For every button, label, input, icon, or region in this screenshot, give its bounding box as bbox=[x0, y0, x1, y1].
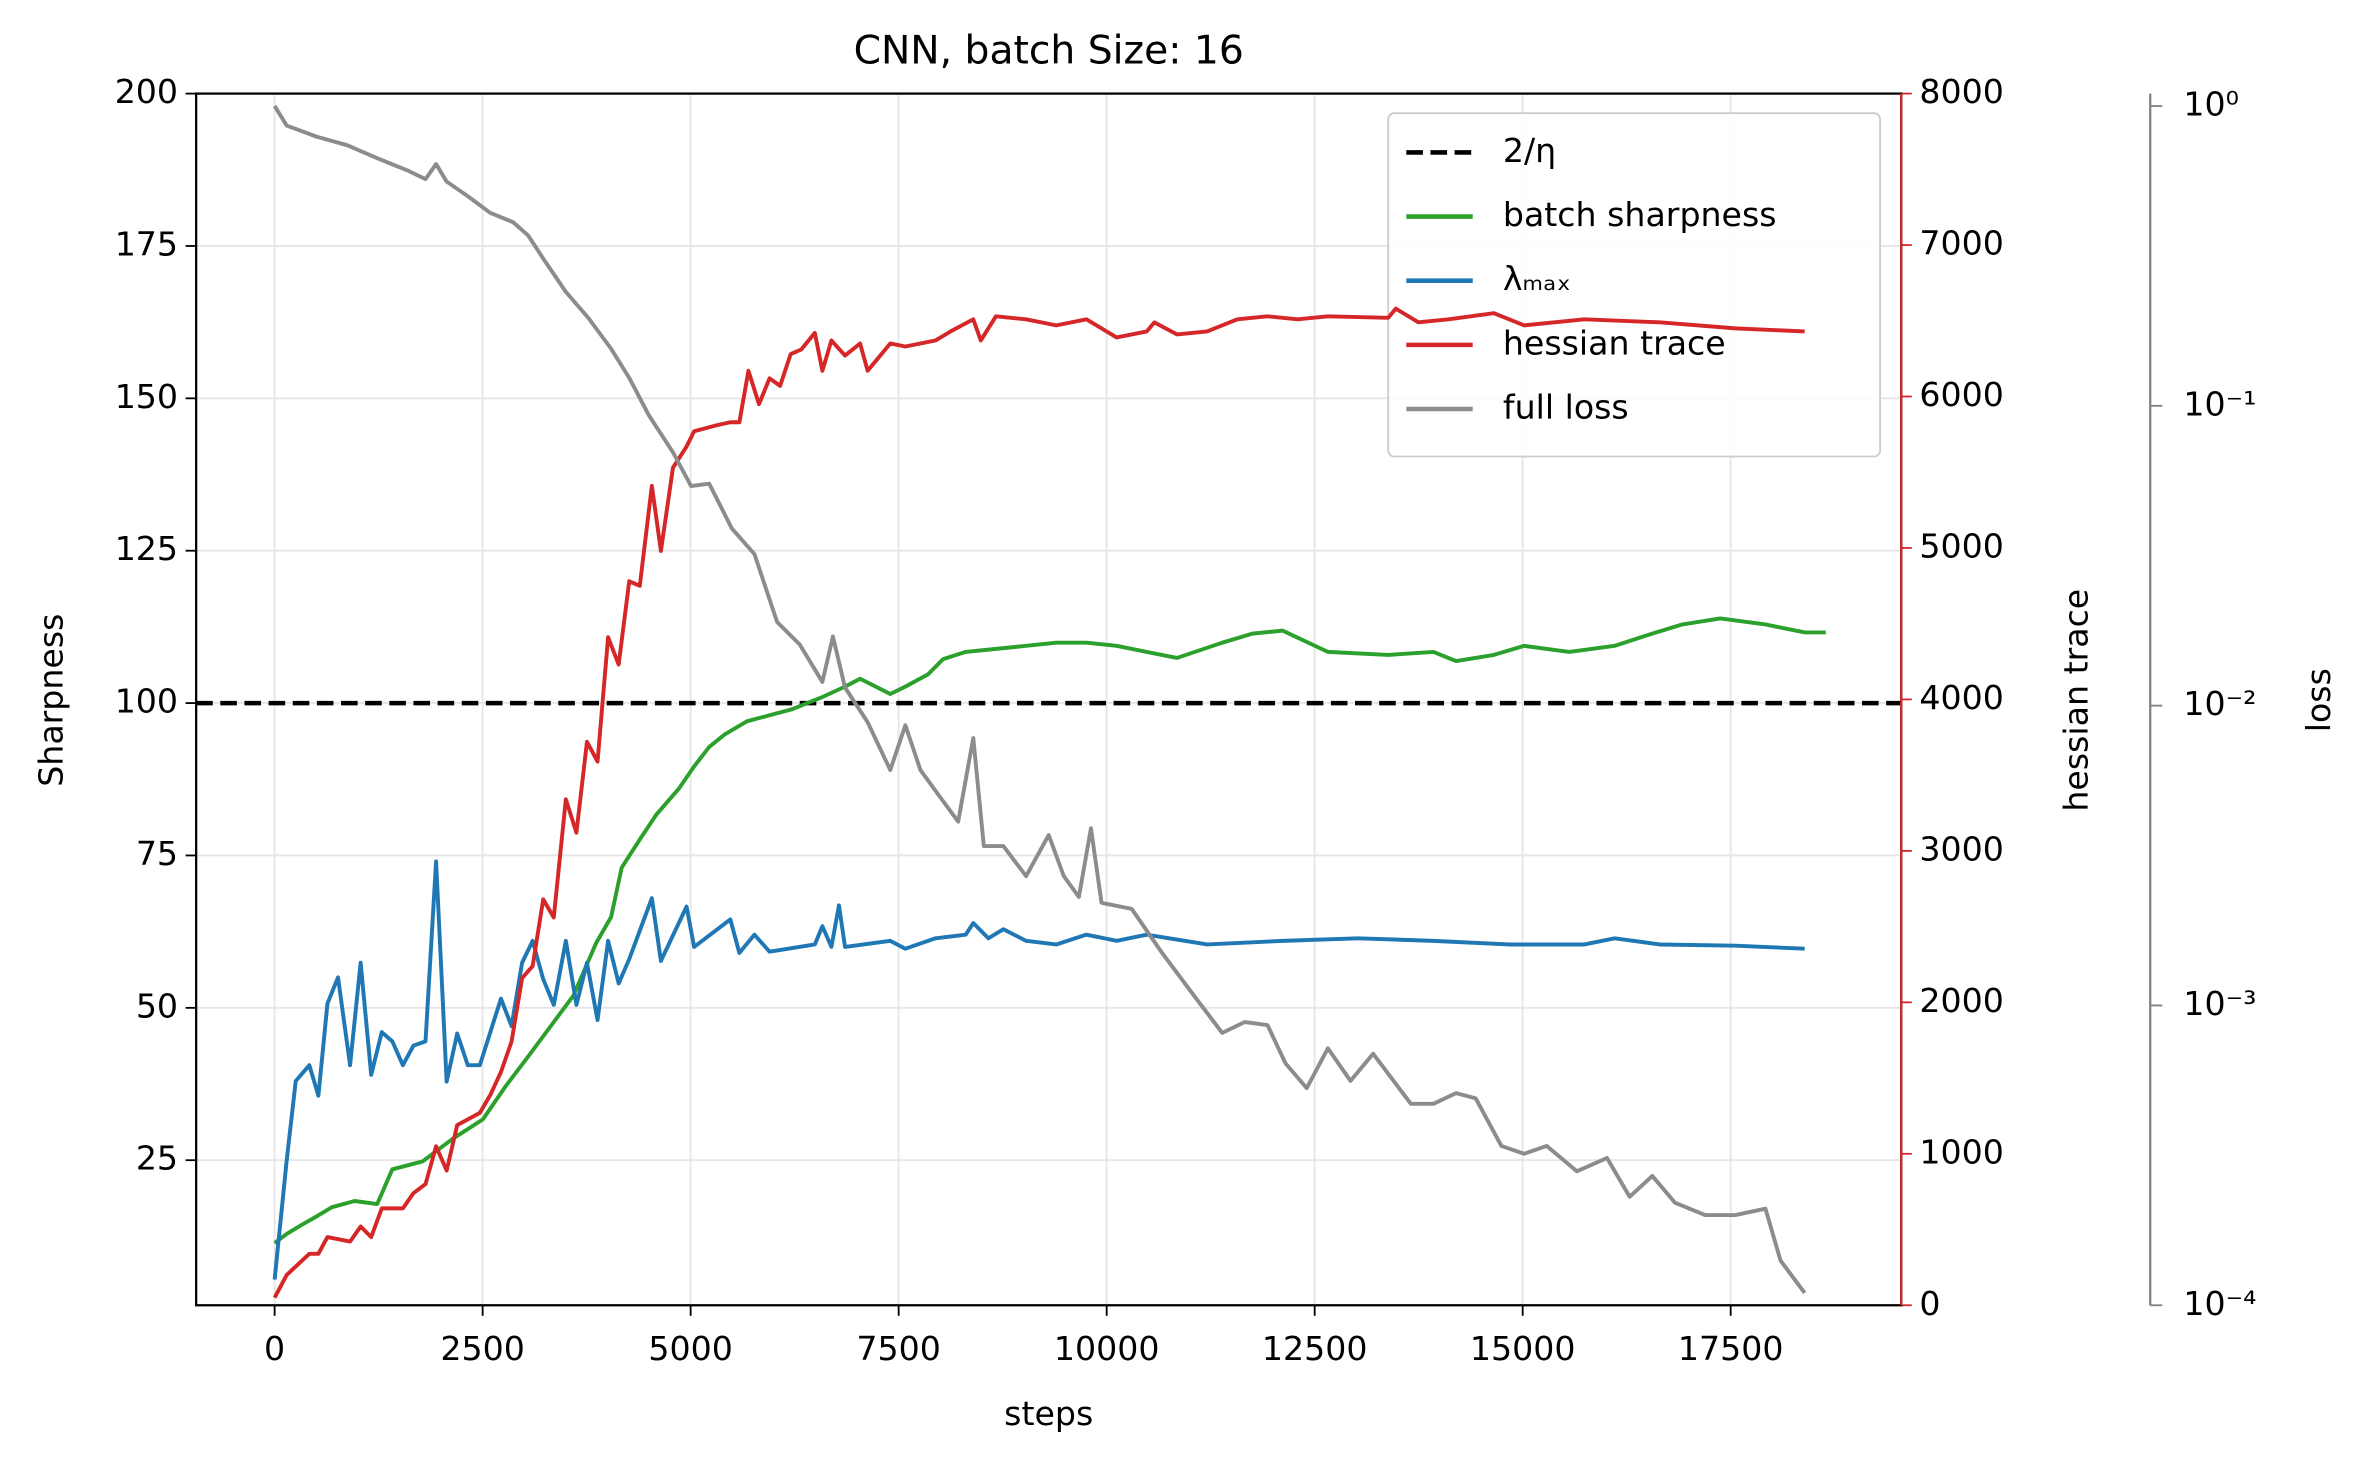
x-tick-label: 12500 bbox=[1262, 1329, 1368, 1368]
series-line bbox=[273, 616, 1826, 1245]
y3-tick-label: 10⁰ bbox=[2183, 85, 2239, 124]
y2-tick-label: 5000 bbox=[1919, 526, 2003, 565]
y2-axis-label: hessian trace bbox=[2056, 589, 2095, 812]
legend-label: batch sharpness bbox=[1503, 195, 1777, 234]
series-line bbox=[272, 306, 1805, 1299]
x-tick-label: 2500 bbox=[440, 1329, 524, 1368]
y-tick-label: 150 bbox=[115, 377, 178, 416]
legend-label: λₘₐₓ bbox=[1503, 259, 1571, 298]
chart-title: CNN, batch Size: 16 bbox=[854, 28, 1244, 73]
x-tick-label: 17500 bbox=[1678, 1329, 1784, 1368]
y3-tick-label: 10⁻³ bbox=[2183, 984, 2256, 1023]
series-line bbox=[272, 859, 1805, 1280]
y-tick-label: 125 bbox=[115, 529, 178, 568]
series-line bbox=[272, 104, 1807, 1295]
legend-label: hessian trace bbox=[1503, 323, 1726, 362]
x-axis-label: steps bbox=[1004, 1394, 1093, 1433]
y3-axis-label: loss bbox=[2299, 668, 2338, 732]
legend-label: 2/η bbox=[1503, 131, 1556, 170]
y2-tick-label: 3000 bbox=[1919, 829, 2003, 868]
y3-tick-label: 10⁻⁴ bbox=[2183, 1284, 2256, 1323]
y3-tick-label: 10⁻¹ bbox=[2183, 384, 2256, 423]
y2-tick-label: 0 bbox=[1919, 1284, 1940, 1323]
x-tick-label: 0 bbox=[264, 1329, 285, 1368]
y-axis-label: Sharpness bbox=[31, 614, 70, 787]
y2-tick-label: 2000 bbox=[1919, 981, 2003, 1020]
y-tick-label: 25 bbox=[136, 1139, 178, 1178]
x-tick-label: 7500 bbox=[856, 1329, 940, 1368]
legend: 2/η batch sharpness λₘₐₓ hessian trace full … bbox=[1387, 112, 1882, 458]
y-tick-label: 100 bbox=[115, 682, 178, 721]
y-tick-label: 200 bbox=[115, 72, 178, 111]
y2-tick-label: 7000 bbox=[1919, 224, 2003, 263]
legend-label: full loss bbox=[1503, 387, 1629, 426]
x-tick-label: 5000 bbox=[648, 1329, 732, 1368]
x-tick-label: 15000 bbox=[1470, 1329, 1576, 1368]
y2-tick-label: 4000 bbox=[1919, 678, 2003, 717]
y-tick-label: 75 bbox=[136, 834, 178, 873]
y3-tick-label: 10⁻² bbox=[2183, 684, 2256, 723]
y-tick-label: 175 bbox=[115, 224, 178, 263]
legend-box bbox=[1387, 112, 1882, 458]
x-tick-label: 10000 bbox=[1054, 1329, 1160, 1368]
y-tick-label: 50 bbox=[136, 986, 178, 1025]
y2-tick-label: 6000 bbox=[1919, 375, 2003, 414]
y2-tick-label: 1000 bbox=[1919, 1132, 2003, 1171]
y2-tick-label: 8000 bbox=[1919, 72, 2003, 111]
